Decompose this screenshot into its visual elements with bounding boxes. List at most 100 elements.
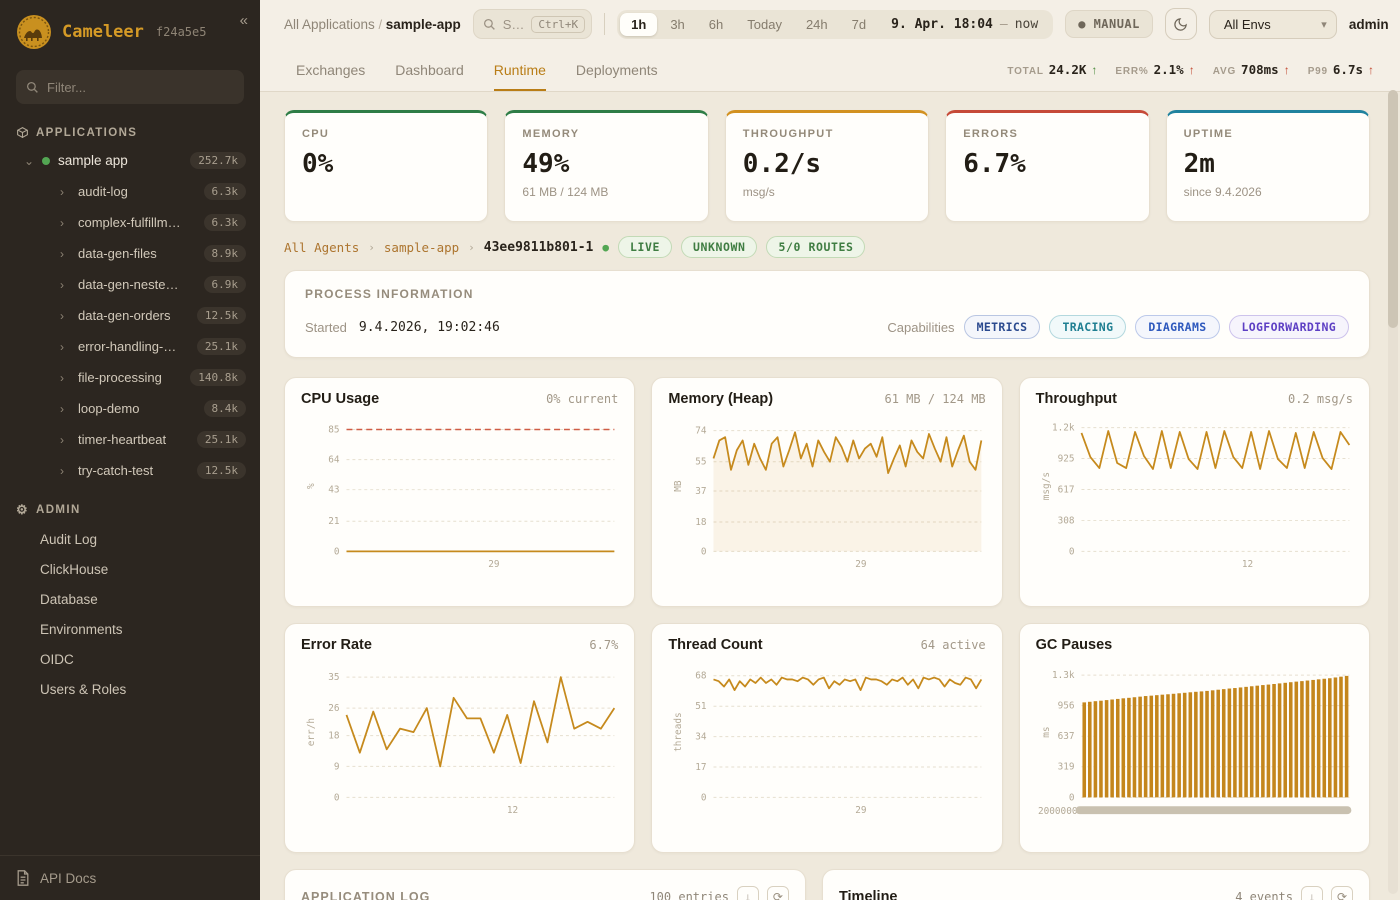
status-badge-routes: 5/0 ROUTES [766, 236, 866, 258]
api-docs-label: API Docs [40, 870, 97, 886]
count-badge: 6.3k [203, 214, 246, 231]
global-search-input[interactable]: S… Ctrl+K [472, 9, 593, 39]
chart-title: CPU Usage [301, 391, 380, 407]
capability-badge-metrics: METRICS [963, 315, 1041, 339]
sidebar-item-route[interactable]: › complex-fulfillm… 6.3k [0, 207, 260, 238]
route-name: loop-demo [78, 401, 140, 416]
manual-refresh-button[interactable]: ● MANUAL [1065, 10, 1153, 38]
time-to: now [1014, 16, 1039, 32]
metric-value: 0.2/s [742, 149, 822, 179]
range-button-1h[interactable]: 1h [620, 12, 658, 36]
range-button-7d[interactable]: 7d [851, 16, 867, 32]
metric-label: MEMORY [522, 128, 580, 140]
user-menu[interactable]: admin [1348, 16, 1389, 32]
count-badge: 25.1k [196, 431, 246, 448]
svg-text:319: 319 [1057, 762, 1074, 773]
svg-text:msg/s: msg/s [1041, 472, 1052, 500]
route-name: timer-heartbeat [78, 432, 167, 447]
sidebar-item-users-roles[interactable]: Users & Roles [40, 681, 127, 697]
sidebar-item-route[interactable]: › timer-heartbeat 25.1k [0, 424, 260, 455]
range-button-24h[interactable]: 24h [805, 16, 828, 32]
throughput-chart: 0 308 617 925 1.2k msg/s 12 [1036, 411, 1353, 573]
sidebar-item-route[interactable]: › error-handling-… 25.1k [0, 331, 260, 362]
chart-current-value: 6.7% [589, 638, 619, 652]
breadcrumb-current-app: sample-app [385, 16, 461, 32]
refresh-button[interactable]: ⟳ [1331, 886, 1353, 900]
sidebar-item-route[interactable]: › file-processing 140.8k [0, 362, 260, 393]
svg-text:18: 18 [328, 731, 340, 742]
arrow-up-icon: ↑ [1091, 63, 1098, 77]
download-button[interactable]: ↓ [736, 886, 759, 900]
refresh-button[interactable]: ⟳ [766, 886, 789, 900]
metric-card-cpu: CPU 0% [284, 110, 489, 222]
chart-card-error-rate: Error Rate 6.7% 0 9 18 26 35 err/h 12 [284, 623, 636, 853]
route-name: complex-fulfillm… [78, 215, 181, 230]
sidebar-item-environments[interactable]: Environments [40, 621, 123, 637]
arrow-up-icon: ↑ [1283, 63, 1290, 77]
summary-stats: TOTAL 24.2K ↑ ERR% 2.1% ↑ AVG 708ms ↑ P99 6.7s ↑ [1007, 48, 1374, 91]
stat-total: TOTAL 24.2K ↑ [1007, 62, 1098, 77]
bottom-row: APPLICATION LOG 100 entries ↓ ⟳ Timeline… [284, 869, 1370, 900]
tab-runtime[interactable]: Runtime [493, 48, 546, 91]
process-information-card: PROCESS INFORMATION Started 9.4.2026, 19… [284, 270, 1370, 358]
sidebar-filter-input[interactable]: Filter... [16, 70, 244, 104]
all-agents-link[interactable]: All Agents [284, 239, 360, 255]
time-range-display[interactable]: 9. Apr. 18:04 — now [879, 13, 1050, 36]
svg-text:12: 12 [1242, 559, 1253, 570]
agent-app-link[interactable]: sample-app [383, 239, 460, 255]
range-button-today[interactable]: Today [747, 16, 782, 32]
svg-text:1.2k: 1.2k [1052, 423, 1075, 434]
tab-exchanges[interactable]: Exchanges [296, 61, 366, 78]
sidebar-item-route[interactable]: › data-gen-orders 12.5k [0, 300, 260, 331]
chart-title: Error Rate [301, 637, 372, 653]
chart-current-value: 0% current [546, 392, 619, 406]
agent-id: 43ee9811b801-1 [483, 239, 594, 255]
sidebar-item-route[interactable]: › data-gen-files 8.9k [0, 238, 260, 269]
started-label: Started [305, 319, 347, 335]
sidebar-item-route[interactable]: › audit-log 6.3k [0, 176, 260, 207]
time-range-selector: 1h 3h 6h Today 24h 7d 9. Apr. 18:04 — no… [617, 9, 1054, 39]
moon-icon [1174, 17, 1188, 31]
route-name: error-handling-… [78, 339, 177, 354]
timeline-title: Timeline [838, 889, 898, 900]
started-value: 9.4.2026, 19:02:46 [358, 319, 500, 335]
breadcrumb-all-applications[interactable]: All Applications [284, 16, 375, 32]
download-icon: ↓ [744, 890, 751, 900]
scrollbar-thumb[interactable] [1388, 90, 1398, 328]
sidebar-item-database[interactable]: Database [40, 591, 98, 607]
tab-deployments[interactable]: Deployments [575, 61, 658, 78]
chart-card-thread-count: Thread Count 64 active 0 17 34 51 68 threads 29 [651, 623, 1003, 853]
sidebar-collapse-icon[interactable]: « [239, 12, 248, 29]
sidebar-item-route[interactable]: › loop-demo 8.4k [0, 393, 260, 424]
chart-title: Thread Count [668, 637, 763, 653]
sidebar-item-route[interactable]: › data-gen-neste… 6.9k [0, 269, 260, 300]
count-badge: 252.7k [190, 152, 246, 169]
dark-mode-toggle[interactable] [1164, 8, 1197, 40]
chevron-right-icon: › [60, 339, 64, 354]
range-button-3h[interactable]: 3h [670, 16, 685, 32]
environment-select[interactable]: All Envs ▾ [1208, 9, 1337, 39]
range-button-6h[interactable]: 6h [708, 16, 724, 32]
chart-card-throughput: Throughput 0.2 msg/s 0 308 617 925 1.2k msg/s 1… [1018, 377, 1370, 607]
metric-label: THROUGHPUT [742, 128, 834, 140]
timeline-events-count: 4 events [1235, 890, 1293, 900]
sidebar-item-audit-log[interactable]: Audit Log [40, 531, 98, 547]
svg-text:21: 21 [328, 516, 340, 527]
svg-text:17: 17 [696, 762, 707, 773]
charts-grid: CPU Usage 0% current 0 21 43 64 85% 29 Memory … [284, 377, 1370, 853]
svg-text:0: 0 [701, 546, 707, 557]
sidebar-item-oidc[interactable]: OIDC [40, 651, 74, 667]
api-docs-link[interactable]: API Docs [0, 855, 260, 900]
svg-text:925: 925 [1057, 454, 1074, 465]
sidebar-item-clickhouse[interactable]: ClickHouse [40, 561, 109, 577]
document-icon [17, 870, 29, 886]
tab-dashboard[interactable]: Dashboard [395, 61, 464, 78]
search-placeholder: S… [502, 16, 525, 32]
chart-card-gc-pauses: GC Pauses 0 319 637 956 1.3k ms 2000000000000 [1018, 623, 1370, 853]
svg-text:MB: MB [673, 480, 684, 492]
svg-text:0: 0 [334, 792, 340, 803]
sidebar-item-sample-app[interactable]: ⌄ sample app 252.7k [0, 145, 260, 176]
route-name: data-gen-files [78, 246, 157, 261]
sidebar-item-route[interactable]: › try-catch-test 12.5k [0, 455, 260, 486]
download-button[interactable]: ↓ [1301, 886, 1323, 900]
